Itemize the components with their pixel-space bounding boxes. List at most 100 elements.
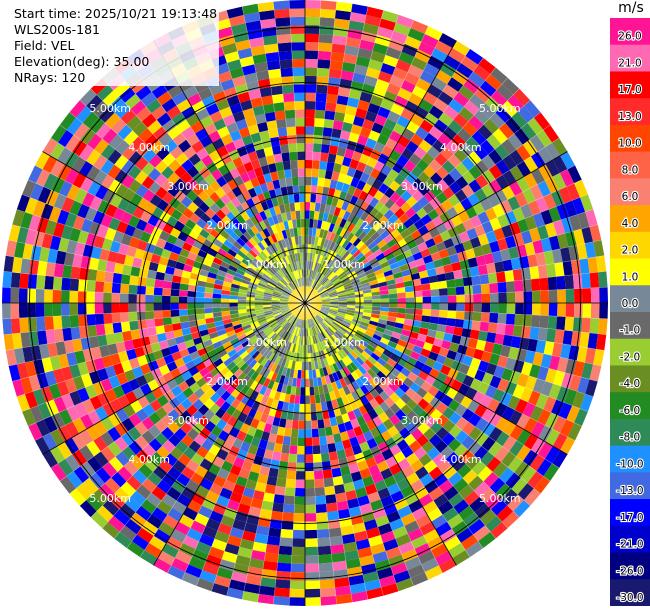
velocity-bin [453, 91, 470, 107]
velocity-bin [214, 530, 230, 544]
velocity-bin [283, 495, 295, 505]
velocity-bin [413, 218, 425, 230]
velocity-bin [80, 176, 94, 193]
velocity-bin [315, 334, 321, 343]
velocity-bin [368, 218, 379, 228]
velocity-bin [290, 16, 305, 26]
velocity-bin [333, 433, 342, 443]
velocity-bin [294, 261, 298, 271]
velocity-bin [496, 84, 514, 101]
ray-separator [304, 19, 414, 304]
velocity-bin [129, 136, 145, 151]
velocity-bin [270, 233, 278, 243]
velocity-bin [509, 440, 524, 457]
velocity-bin [265, 198, 274, 209]
velocity-bin [377, 106, 391, 119]
velocity-bin [247, 124, 260, 135]
velocity-bin [474, 109, 490, 125]
velocity-bin [363, 303, 373, 307]
velocity-bin [390, 562, 408, 576]
velocity-bin [328, 325, 337, 333]
velocity-bin [168, 251, 180, 262]
velocity-bin [204, 207, 216, 219]
velocity-bin [292, 529, 305, 539]
velocity-bin [456, 63, 474, 79]
velocity-bin [420, 321, 430, 330]
velocity-bin [373, 361, 384, 371]
velocity-bin [238, 468, 251, 480]
velocity-bin [328, 373, 336, 383]
velocity-bin [277, 231, 285, 241]
velocity-bin [267, 267, 276, 275]
velocity-bin [294, 236, 299, 245]
velocity-bin [337, 292, 347, 296]
velocity-bin [53, 193, 67, 210]
velocity-bin [269, 321, 278, 328]
velocity-bin [298, 235, 302, 245]
velocity-bin [327, 326, 335, 335]
velocity-bin [323, 118, 334, 129]
ray-separator [304, 0, 322, 304]
velocity-bin [315, 101, 327, 111]
velocity-bin [385, 546, 402, 560]
velocity-bin [285, 333, 292, 342]
velocity-bin [455, 286, 465, 296]
velocity-bin [272, 179, 281, 190]
velocity-bin [403, 377, 414, 388]
velocity-bin [564, 200, 578, 218]
velocity-bin [375, 78, 390, 91]
velocity-bin [492, 203, 505, 218]
velocity-bin [429, 281, 439, 290]
velocity-bin [389, 518, 405, 531]
velocity-bin [314, 316, 320, 325]
velocity-bin [250, 550, 266, 561]
range-label: 5.00km [479, 492, 521, 505]
velocity-bin [358, 275, 368, 282]
velocity-bin [468, 518, 486, 535]
velocity-bin [266, 415, 275, 425]
velocity-bin [384, 198, 396, 210]
velocity-bin [255, 311, 265, 317]
velocity-bin [66, 184, 80, 201]
velocity-bin [339, 517, 353, 528]
velocity-bin [479, 80, 497, 97]
velocity-bin [311, 420, 319, 430]
velocity-bin [385, 274, 395, 282]
velocity-bin [361, 336, 371, 345]
velocity-bin [230, 287, 240, 293]
velocity-bin [300, 378, 305, 388]
velocity-bin [356, 180, 367, 191]
velocity-bin [332, 475, 344, 486]
velocity-bin [317, 333, 323, 343]
velocity-bin [339, 431, 350, 442]
velocity-bin [335, 283, 344, 290]
velocity-bin [354, 452, 366, 464]
velocity-bin [262, 325, 271, 333]
velocity-bin [334, 331, 343, 339]
velocity-bin [120, 233, 133, 246]
velocity-bin [315, 92, 327, 103]
velocity-bin [355, 356, 365, 366]
velocity-bin [446, 387, 459, 400]
velocity-bin [472, 284, 482, 295]
velocity-bin [305, 109, 316, 119]
velocity-bin [82, 111, 99, 129]
velocity-bin [292, 262, 297, 271]
velocity-bin [195, 465, 209, 478]
velocity-bin [322, 410, 330, 420]
velocity-bin [199, 135, 213, 148]
velocity-bin [360, 278, 369, 285]
velocity-bin [313, 386, 320, 396]
velocity-bin [331, 243, 339, 252]
velocity-bin [196, 578, 214, 592]
velocity-bin [180, 276, 190, 285]
velocity-bin [237, 303, 247, 307]
velocity-bin [441, 340, 452, 350]
velocity-bin [275, 326, 283, 335]
velocity-bin [232, 257, 242, 266]
velocity-bin [163, 241, 175, 252]
velocity-bin [313, 126, 324, 136]
velocity-bin [239, 336, 249, 345]
velocity-bin [167, 466, 182, 480]
velocity-bin [347, 383, 356, 393]
